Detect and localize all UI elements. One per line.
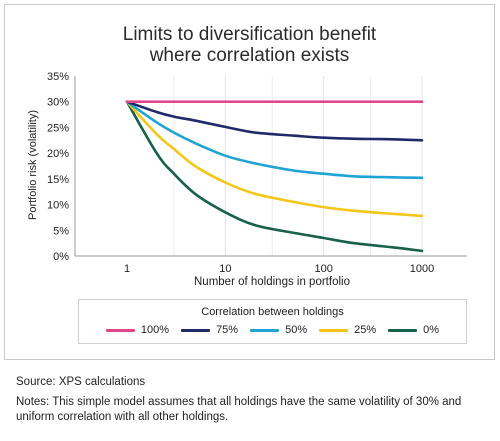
series-line-50pct <box>125 100 424 180</box>
legend-title: Correlation between holdings <box>201 306 344 318</box>
chart-title: Limits to diversification benefit where … <box>4 24 495 66</box>
grid-lines <box>173 76 423 256</box>
source-note: Source: XPS calculations <box>16 376 146 388</box>
legend-label: 25% <box>354 324 377 336</box>
legend-item: 0% <box>388 324 439 336</box>
y-tick-label: 30% <box>47 97 69 109</box>
footnote: Notes: This simple model assumes that al… <box>16 396 462 423</box>
legend-label: 75% <box>216 324 239 336</box>
legend: Correlation between holdings 100% 75% 50% 2… <box>78 299 467 344</box>
series-line-75pct <box>125 100 424 142</box>
legend-item: 50% <box>250 324 307 336</box>
legend-label: 0% <box>423 324 440 336</box>
legend-item: 25% <box>319 324 376 336</box>
legend-items: 100% 75% 50% 25% 0% <box>79 324 466 336</box>
y-tick-label: 35% <box>47 71 69 83</box>
series-lines <box>125 100 424 253</box>
x-tick-label: 1000 <box>410 263 434 275</box>
series-line-0pct <box>125 100 424 253</box>
y-tick-label: 20% <box>47 148 69 160</box>
chart-title-line-2: where correlation exists <box>149 45 350 66</box>
legend-item: 75% <box>181 324 238 336</box>
legend-swatch <box>388 328 418 332</box>
x-tick-label: 1 <box>124 263 130 275</box>
y-tick-label: 25% <box>47 122 69 134</box>
y-tick-label: 15% <box>47 174 69 186</box>
tick-labels: 0% 5% 10% 15% 20% 25% 30% 35% 1 10 100 1000 <box>47 71 434 275</box>
chart-title-line-1: Limits to diversification benefit <box>122 24 377 45</box>
series-line-25pct <box>125 100 424 218</box>
legend-label: 50% <box>285 324 308 336</box>
x-tick-label: 100 <box>314 263 332 275</box>
y-axis-label: Portfolio risk (volatility) <box>27 110 39 220</box>
legend-swatch <box>105 328 135 332</box>
legend-swatch <box>181 328 211 332</box>
legend-item: 100% <box>105 324 170 336</box>
y-tick-label: 5% <box>53 225 69 237</box>
legend-label: 100% <box>140 324 170 336</box>
x-tick-label: 10 <box>219 263 231 275</box>
x-axis-label: Number of holdings in portfolio <box>194 276 350 288</box>
legend-swatch <box>319 328 349 332</box>
y-tick-label: 10% <box>47 200 69 212</box>
axes <box>74 76 467 257</box>
legend-swatch <box>250 328 280 332</box>
y-tick-label: 0% <box>53 251 69 263</box>
